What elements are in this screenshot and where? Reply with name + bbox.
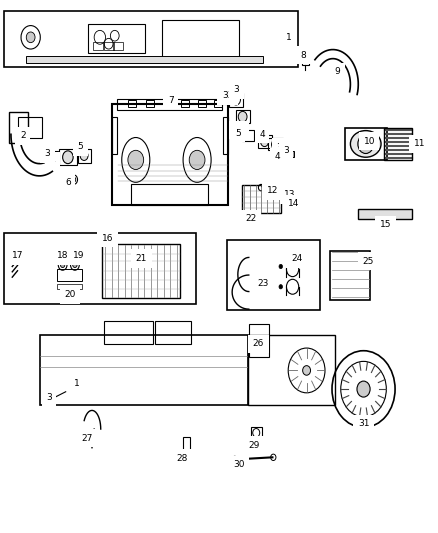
Text: 18: 18: [57, 252, 68, 260]
Text: 3: 3: [46, 393, 52, 401]
Text: 4: 4: [275, 152, 280, 161]
Text: 4: 4: [50, 157, 55, 165]
Text: 11: 11: [414, 140, 425, 148]
Ellipse shape: [303, 366, 311, 375]
Text: 9: 9: [334, 68, 340, 76]
Ellipse shape: [189, 150, 205, 169]
Text: 6: 6: [65, 178, 71, 187]
FancyBboxPatch shape: [278, 147, 286, 154]
Text: 7: 7: [168, 96, 174, 104]
Text: 5: 5: [77, 142, 83, 151]
FancyBboxPatch shape: [26, 56, 263, 63]
Text: 20: 20: [64, 290, 76, 299]
Ellipse shape: [279, 264, 283, 269]
Text: 15: 15: [380, 221, 391, 229]
Text: 4: 4: [259, 130, 265, 139]
Ellipse shape: [358, 134, 374, 154]
FancyBboxPatch shape: [225, 97, 231, 102]
Text: 34: 34: [233, 125, 244, 134]
Ellipse shape: [73, 262, 77, 268]
Text: 23: 23: [257, 279, 268, 288]
Text: 1: 1: [74, 379, 80, 388]
Ellipse shape: [71, 177, 76, 182]
Ellipse shape: [272, 140, 279, 149]
Text: 14: 14: [288, 199, 299, 208]
Text: 13: 13: [284, 190, 296, 199]
Text: 22: 22: [245, 214, 256, 223]
Text: 3: 3: [233, 85, 240, 94]
Ellipse shape: [279, 285, 283, 289]
Text: 21: 21: [136, 254, 147, 263]
Ellipse shape: [238, 111, 247, 122]
Text: 16: 16: [102, 234, 113, 243]
Ellipse shape: [128, 150, 144, 169]
Ellipse shape: [261, 137, 268, 147]
Ellipse shape: [63, 151, 73, 164]
Ellipse shape: [26, 32, 35, 43]
Text: 8: 8: [300, 51, 307, 60]
FancyBboxPatch shape: [50, 151, 58, 157]
Ellipse shape: [350, 131, 381, 157]
Text: 12: 12: [267, 187, 278, 195]
Text: 33: 33: [222, 92, 233, 100]
Text: 26: 26: [253, 340, 264, 348]
FancyBboxPatch shape: [286, 151, 294, 157]
Text: 3: 3: [276, 143, 282, 151]
Text: 25: 25: [362, 257, 374, 265]
FancyBboxPatch shape: [358, 209, 412, 219]
Text: 19: 19: [73, 252, 85, 260]
Text: 31: 31: [358, 419, 369, 428]
Text: 27: 27: [81, 434, 92, 442]
Text: 30: 30: [233, 461, 244, 469]
Text: 2: 2: [20, 132, 25, 140]
Text: 17: 17: [12, 252, 23, 260]
Text: 24: 24: [291, 254, 302, 263]
Text: 5: 5: [235, 129, 241, 138]
Text: 3: 3: [283, 146, 289, 155]
Text: 29: 29: [248, 441, 260, 449]
Ellipse shape: [357, 381, 370, 397]
Text: 10: 10: [364, 137, 375, 146]
Text: 3: 3: [44, 149, 50, 158]
Text: 28: 28: [176, 454, 187, 463]
Text: 1: 1: [286, 33, 292, 42]
Ellipse shape: [60, 262, 65, 268]
Ellipse shape: [80, 151, 88, 160]
